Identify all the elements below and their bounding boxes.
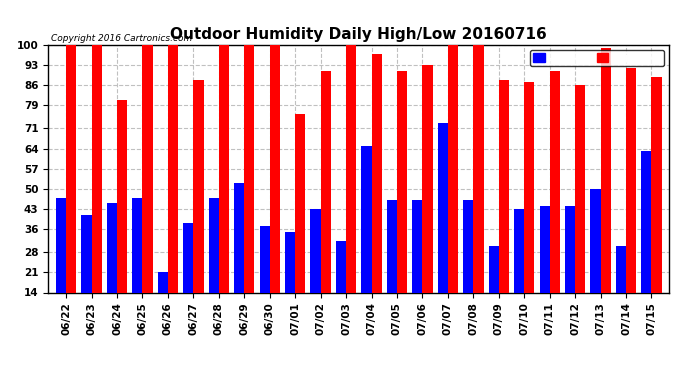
Bar xyxy=(142,45,152,292)
Bar xyxy=(575,85,585,292)
Bar xyxy=(321,71,331,292)
Bar xyxy=(626,68,636,292)
Bar xyxy=(524,82,535,292)
Bar xyxy=(591,189,600,292)
Bar xyxy=(473,45,484,292)
Text: Copyright 2016 Cartronics.com: Copyright 2016 Cartronics.com xyxy=(51,33,193,42)
Bar xyxy=(92,45,101,292)
Bar xyxy=(362,146,371,292)
Bar xyxy=(651,76,662,292)
Bar xyxy=(132,198,142,292)
Bar xyxy=(387,200,397,292)
Bar xyxy=(600,48,611,292)
Bar xyxy=(66,45,77,292)
Bar xyxy=(550,71,560,292)
Bar xyxy=(397,71,407,292)
Title: Outdoor Humidity Daily High/Low 20160716: Outdoor Humidity Daily High/Low 20160716 xyxy=(170,27,547,42)
Bar xyxy=(499,80,509,292)
Bar xyxy=(641,152,651,292)
Bar xyxy=(259,226,270,292)
Bar xyxy=(295,114,306,292)
Bar xyxy=(81,215,92,292)
Bar xyxy=(371,54,382,292)
Bar xyxy=(117,100,127,292)
Bar xyxy=(107,203,117,292)
Bar xyxy=(310,209,321,292)
Bar xyxy=(448,45,458,292)
Bar xyxy=(336,241,346,292)
Bar xyxy=(422,65,433,292)
Bar xyxy=(437,123,448,292)
Bar xyxy=(540,206,550,292)
Bar xyxy=(412,200,422,292)
Bar xyxy=(285,232,295,292)
Bar xyxy=(168,45,178,292)
Bar xyxy=(234,183,244,292)
Bar xyxy=(158,272,168,292)
Bar xyxy=(56,198,66,292)
Legend: Low  (%), High  (%): Low (%), High (%) xyxy=(530,50,664,66)
Bar xyxy=(346,45,356,292)
Bar xyxy=(244,45,255,292)
Bar xyxy=(270,45,280,292)
Bar xyxy=(616,246,626,292)
Bar xyxy=(219,45,229,292)
Bar xyxy=(183,224,193,292)
Bar xyxy=(489,246,499,292)
Bar xyxy=(514,209,524,292)
Bar xyxy=(463,200,473,292)
Bar xyxy=(193,80,204,292)
Bar xyxy=(565,206,575,292)
Bar xyxy=(208,198,219,292)
